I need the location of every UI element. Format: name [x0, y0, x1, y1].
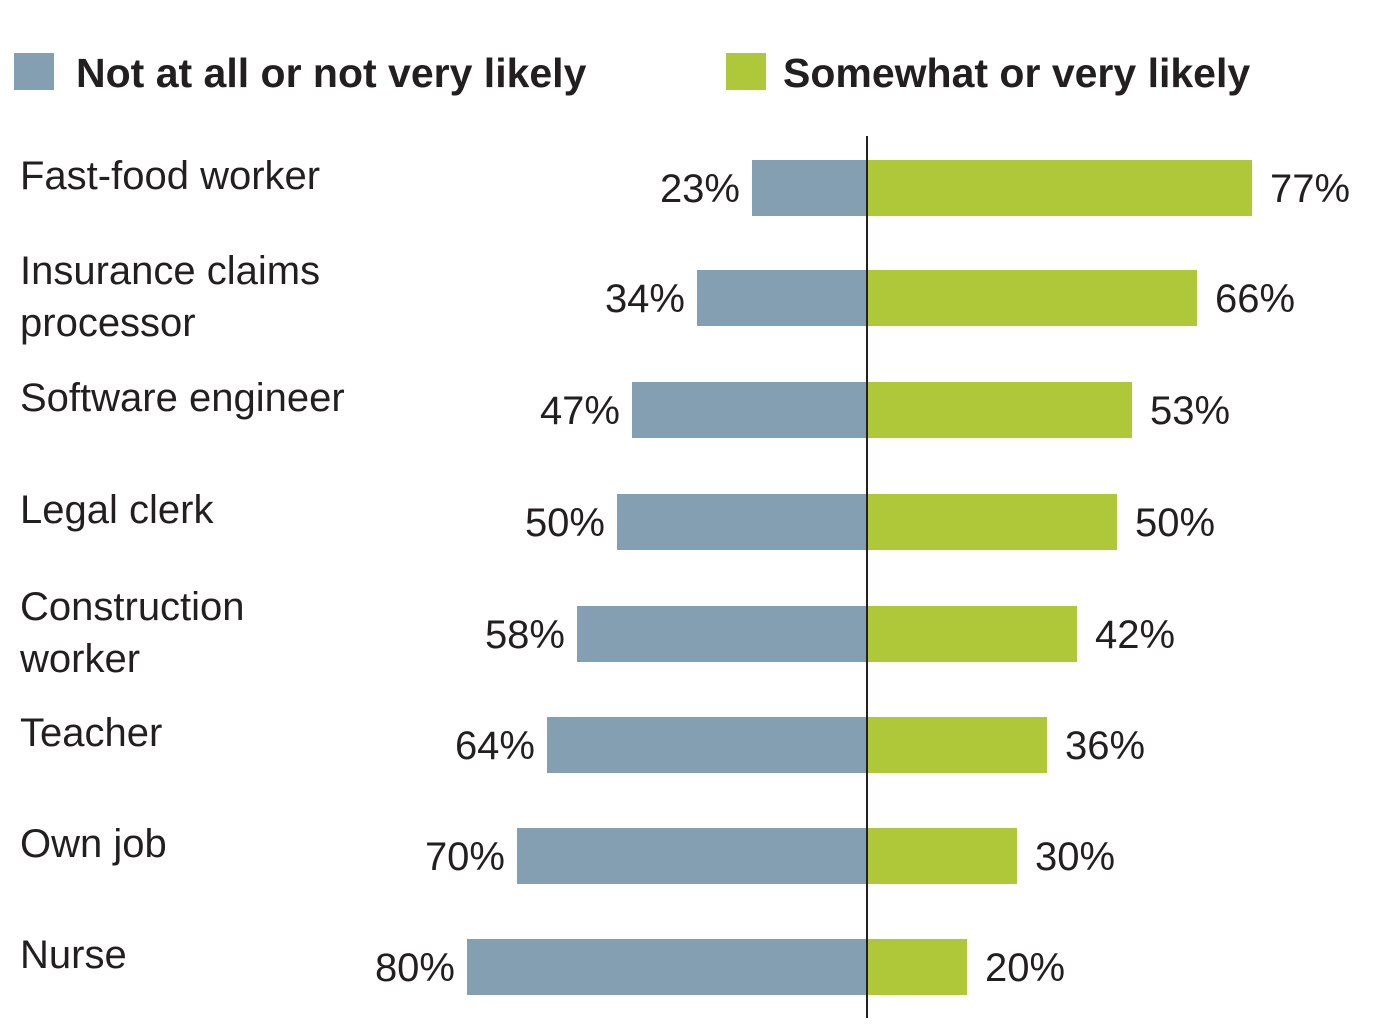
bar-likely [867, 270, 1197, 326]
value-label-not-likely: 23% [660, 167, 740, 211]
bar-not-likely [697, 270, 867, 326]
bar-not-likely [547, 717, 867, 773]
bar-not-likely [752, 160, 867, 216]
bar-not-likely [632, 382, 867, 438]
value-label-likely: 50% [1135, 501, 1215, 545]
bar-not-likely [517, 828, 867, 884]
value-label-likely: 53% [1150, 389, 1230, 433]
legend-label-likely: Somewhat or very likely [783, 50, 1250, 96]
bar-likely [867, 160, 1252, 216]
category-label: Software engineer [20, 376, 345, 420]
bar-likely [867, 606, 1077, 662]
bar-row-insurance-claims-processor: Insurance claims processor 34% 66% [20, 249, 1295, 345]
value-label-likely: 36% [1065, 724, 1145, 768]
category-label: Fast-food worker [20, 154, 320, 198]
bar-row-teacher: Teacher 64% 36% [20, 711, 1145, 773]
bar-likely [867, 828, 1017, 884]
value-label-likely: 77% [1270, 167, 1350, 211]
category-label: Construction worker [19, 585, 245, 681]
value-label-not-likely: 80% [375, 946, 455, 990]
bar-row-software-engineer: Software engineer 47% 53% [20, 376, 1230, 438]
category-label: Insurance claims processor [20, 249, 320, 345]
value-label-not-likely: 34% [605, 277, 685, 321]
bar-row-fast-food-worker: Fast-food worker 23% 77% [20, 154, 1350, 216]
category-label: Nurse [20, 933, 127, 977]
value-label-likely: 42% [1095, 613, 1175, 657]
value-label-not-likely: 50% [525, 501, 605, 545]
bar-not-likely [467, 939, 867, 995]
bar-likely [867, 939, 967, 995]
bar-likely [867, 494, 1117, 550]
bar-not-likely [617, 494, 867, 550]
bar-likely [867, 717, 1047, 773]
legend-label-not-likely: Not at all or not very likely [76, 50, 587, 96]
plot-area: Fast-food worker 23% 77% Insurance claims pr… [19, 154, 1350, 995]
legend: Not at all or not very likely Somewhat o… [14, 50, 1250, 96]
bar-not-likely [577, 606, 867, 662]
category-label: Legal clerk [20, 488, 214, 532]
bar-row-own-job: Own job 70% 30% [20, 822, 1115, 884]
bar-row-legal-clerk: Legal clerk 50% 50% [20, 488, 1215, 550]
bar-row-construction-worker: Construction worker 58% 42% [19, 585, 1175, 681]
value-label-likely: 20% [985, 946, 1065, 990]
value-label-likely: 30% [1035, 835, 1115, 879]
value-label-not-likely: 64% [455, 724, 535, 768]
value-label-not-likely: 58% [485, 613, 565, 657]
value-label-likely: 66% [1215, 277, 1295, 321]
legend-swatch-not-likely [14, 53, 54, 90]
value-label-not-likely: 70% [425, 835, 505, 879]
value-label-not-likely: 47% [540, 389, 620, 433]
legend-swatch-likely [726, 53, 766, 90]
category-label: Own job [20, 822, 167, 866]
bar-likely [867, 382, 1132, 438]
bar-row-nurse: Nurse 80% 20% [20, 933, 1065, 995]
category-label: Teacher [20, 711, 162, 755]
